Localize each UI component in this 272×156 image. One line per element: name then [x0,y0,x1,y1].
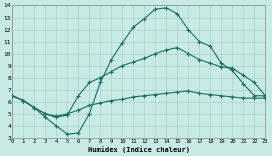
X-axis label: Humidex (Indice chaleur): Humidex (Indice chaleur) [88,146,190,153]
